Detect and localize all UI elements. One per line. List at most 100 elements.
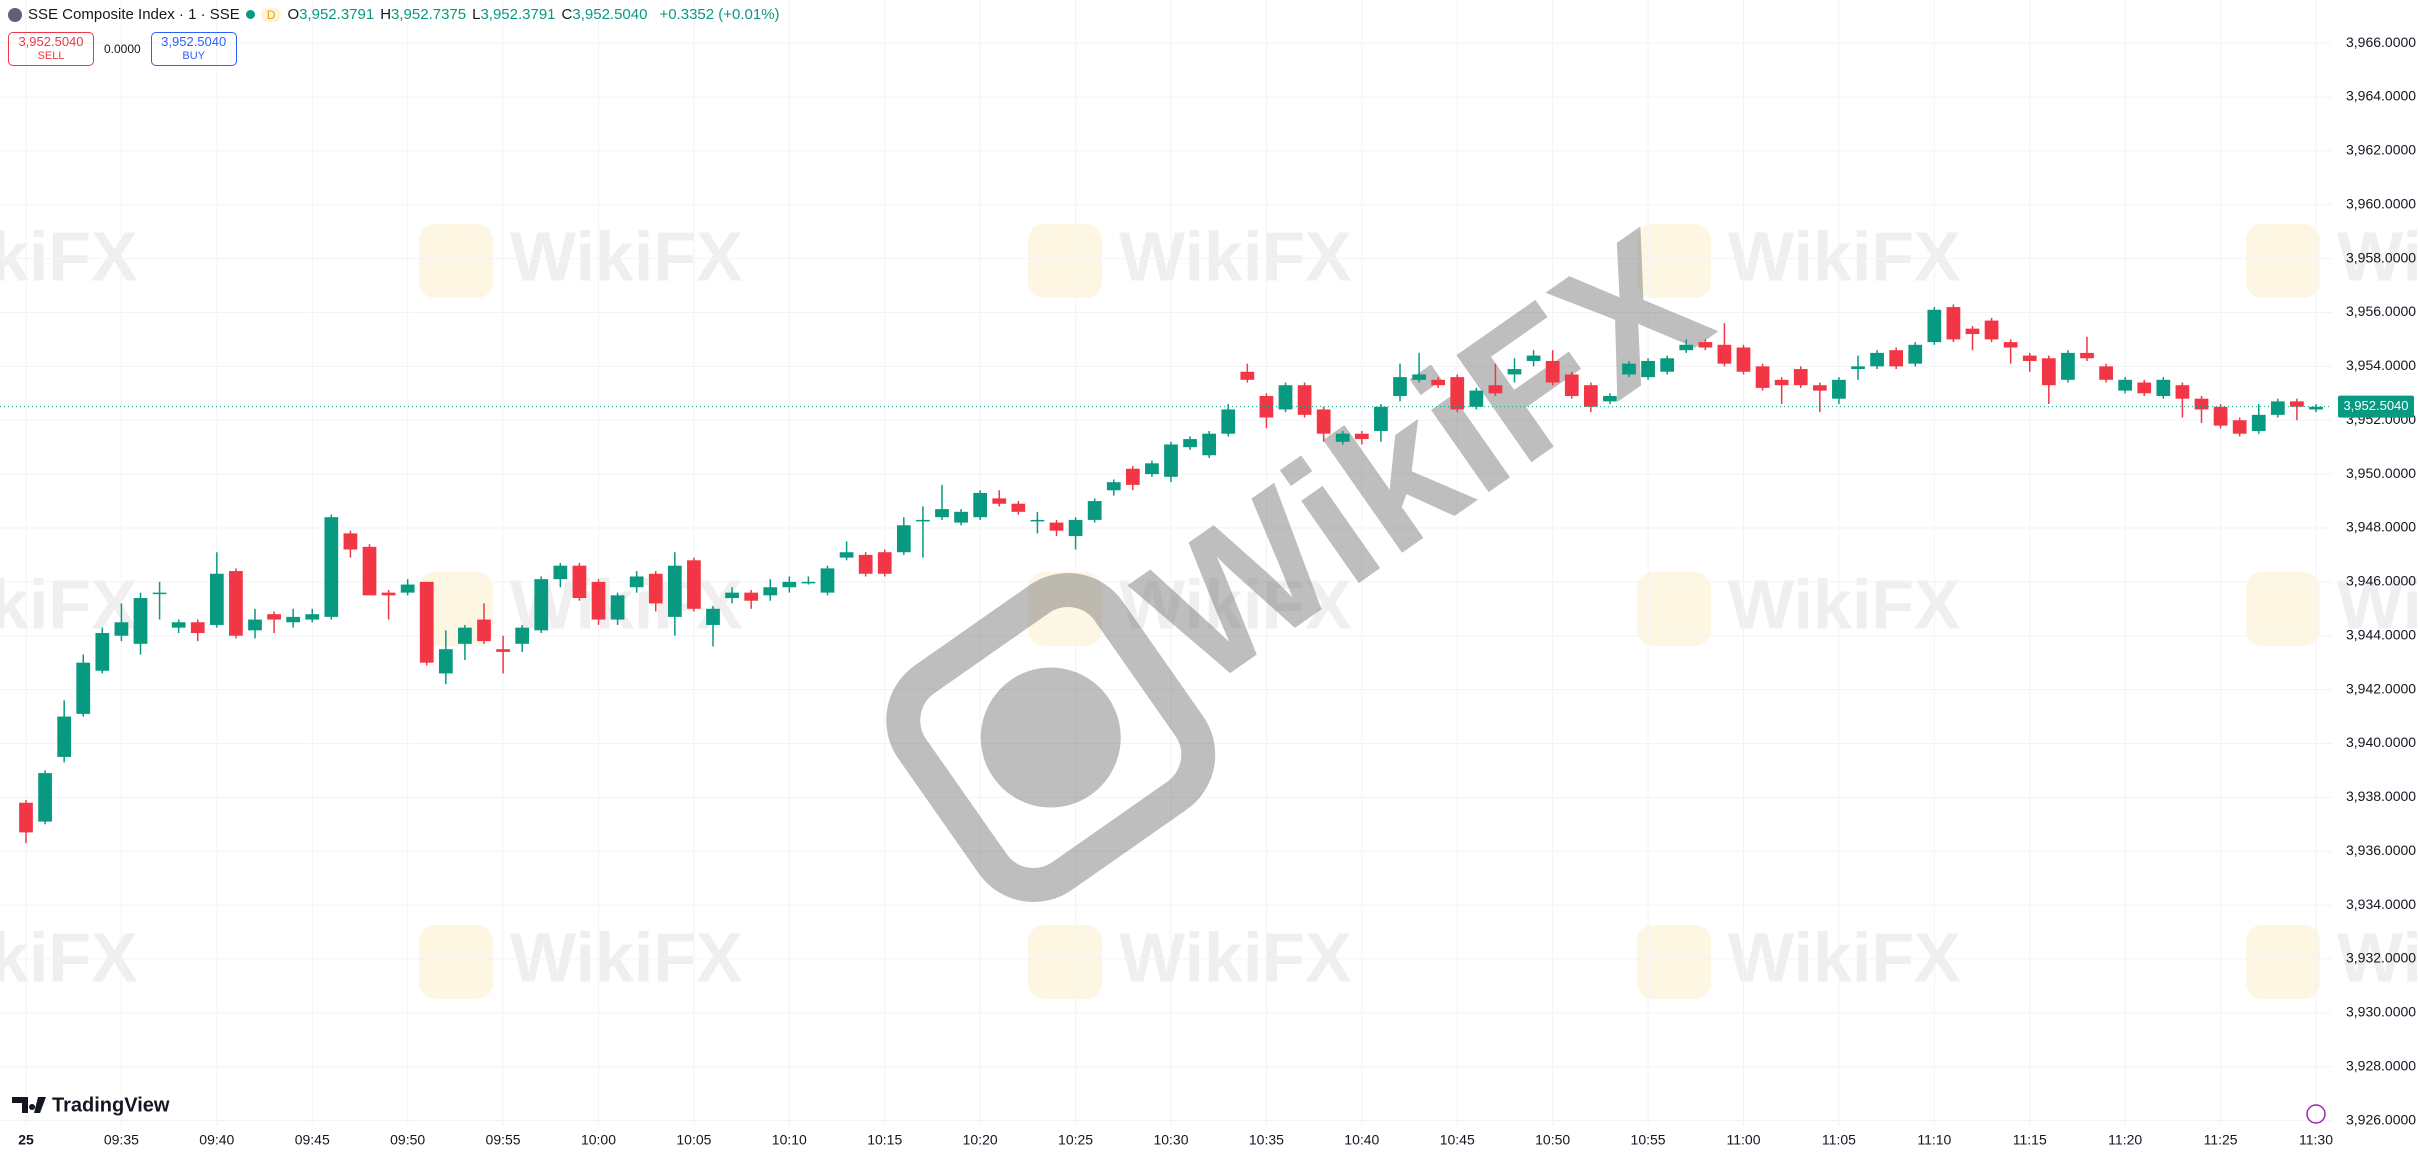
candle-body	[458, 627, 472, 644]
x-tick-label: 11:05	[1822, 1132, 1856, 1148]
candle-body	[305, 614, 320, 620]
candle-body	[954, 511, 968, 523]
ohlc-key: O	[287, 6, 300, 23]
candle-body	[2194, 398, 2209, 410]
change: +0.3352 (+0.01%)	[659, 6, 780, 23]
candle-body	[1030, 519, 1045, 522]
candle-body	[362, 546, 377, 596]
symbol[interactable]: SSE Composite Index · 1 · SSE	[28, 6, 240, 23]
candle-body	[1202, 433, 1217, 456]
ohlc-value: 3,952.5040	[572, 6, 648, 23]
y-tick-label: 3,954.0000	[2346, 357, 2416, 373]
x-tick-label: 10:50	[1535, 1132, 1570, 1148]
y-tick-label: 3,948.0000	[2346, 519, 2416, 535]
candle-body	[209, 573, 224, 625]
candle-body	[1125, 468, 1140, 485]
candle-body	[1431, 379, 1446, 386]
x-tick-label: 11:25	[2204, 1132, 2238, 1148]
buy-price: 3,952.5040	[161, 34, 227, 49]
ohlc-key: L	[472, 6, 481, 23]
candle-body	[1984, 320, 1999, 340]
candle-body	[133, 598, 148, 644]
candle-body	[667, 565, 682, 617]
watermark-text: WikiFX	[2337, 217, 2418, 295]
candle-body	[782, 581, 797, 588]
candle-body	[1870, 352, 1884, 367]
candle-body	[839, 552, 854, 558]
x-tick-label: 09:40	[199, 1132, 234, 1148]
candle-body	[1221, 409, 1236, 434]
x-tick-label: 11:15	[2013, 1132, 2047, 1148]
candle-body	[572, 565, 587, 599]
watermark-text: WikiFX	[510, 565, 743, 643]
badge: D	[260, 7, 282, 22]
y-tick-label: 3,934.0000	[2346, 896, 2416, 912]
candle-body	[171, 622, 186, 628]
candle-body	[381, 592, 396, 596]
candle-body	[2290, 401, 2304, 407]
buy-button[interactable]: 3,952.5040 BUY	[150, 32, 237, 66]
y-tick-label: 3,964.0000	[2346, 88, 2416, 104]
y-tick-label: 3,966.0000	[2346, 34, 2416, 50]
candle-body	[1965, 328, 1980, 335]
candle-body	[629, 576, 644, 588]
candle-body	[248, 619, 262, 631]
candle-body	[1889, 350, 1904, 367]
candle-body	[706, 608, 720, 625]
ohlc-value: 3,952.3791	[299, 6, 375, 23]
x-tick-label: 11:30	[2299, 1132, 2333, 1148]
candle-body	[1068, 519, 1083, 537]
sell-button[interactable]: 3,952.5040 SELL	[8, 32, 94, 66]
watermark-icon	[2246, 572, 2320, 646]
price-tag-label: 3,952.5040	[2343, 398, 2408, 413]
candle-body	[57, 716, 72, 757]
candle-body	[2309, 406, 2323, 410]
candle-body	[515, 627, 530, 644]
candle-body	[1832, 379, 1846, 399]
y-tick-label: 3,926.0000	[2346, 1111, 2416, 1127]
candle-body	[763, 587, 778, 596]
candle-body	[400, 584, 415, 593]
x-tick-label: 10:55	[1631, 1132, 1666, 1148]
watermark-text: WikiFX	[1119, 565, 1352, 643]
sell-price: 3,952.5040	[18, 34, 84, 49]
y-tick-label: 3,946.0000	[2346, 573, 2416, 589]
candle-body	[591, 581, 606, 620]
watermark-icon	[419, 224, 493, 298]
candle-body	[1183, 439, 1197, 448]
candle-body	[973, 492, 988, 518]
candle-body	[916, 519, 930, 522]
candle-body	[324, 517, 339, 617]
candle-body	[858, 554, 873, 574]
candle-body	[2022, 355, 2037, 361]
candle-body	[877, 552, 892, 574]
candle-body	[1908, 344, 1923, 364]
candle-body	[1641, 360, 1655, 378]
x-tick-label: 10:40	[1344, 1132, 1379, 1148]
x-tick-label: 10:30	[1153, 1132, 1188, 1148]
candle-body	[1622, 363, 1636, 375]
watermark-text: WikiFX	[510, 918, 743, 996]
candle-body	[1145, 463, 1159, 475]
watermark-text: WikiFX	[1728, 918, 1961, 996]
watermark-icon	[1028, 224, 1102, 298]
watermark-text: WikiFX	[1728, 217, 1961, 295]
trade-panel: 3,952.5040 SELL 0.0000 3,952.5040 BUY	[8, 32, 237, 66]
candle-body	[1507, 369, 1522, 375]
buy-label: BUY	[182, 50, 206, 62]
ohlc-key: C	[561, 6, 573, 23]
candle-body	[2156, 379, 2171, 396]
candle-body	[992, 498, 1007, 504]
candle-body	[95, 633, 110, 671]
candle-body	[1412, 374, 1426, 380]
candle-body	[1946, 307, 1961, 340]
x-tick-label: 09:35	[104, 1132, 139, 1148]
y-tick-label: 3,942.0000	[2346, 680, 2416, 696]
sell-label: SELL	[37, 50, 65, 62]
candle-body	[1393, 377, 1407, 396]
candle-body	[1297, 385, 1312, 415]
candle-body	[2099, 366, 2113, 380]
candle-body	[1526, 355, 1541, 361]
candle-body	[1011, 503, 1026, 512]
